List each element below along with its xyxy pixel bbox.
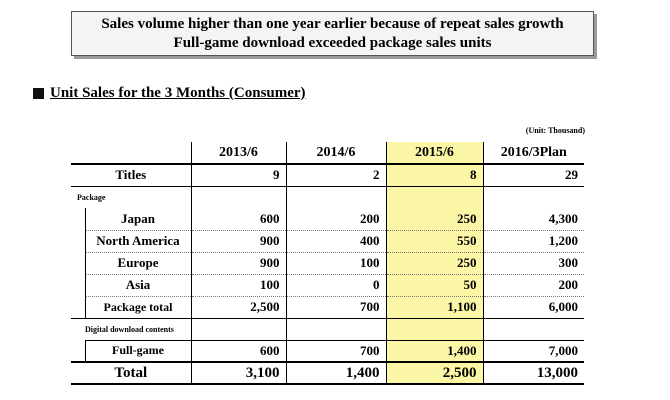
column-header: 2016/3Plan [482,142,584,165]
group-label-row-package: Package [71,185,584,208]
indent-cell [71,230,85,252]
cell-value-highlighted: 250 [385,252,483,275]
cell-value: 7,000 [482,339,584,362]
table-row-package-total: Package total 2,500 700 1,100 6,000 [71,296,584,318]
cell-value: 100 [190,274,286,297]
cell-value-highlighted: 8 [385,164,483,186]
cell-value: 29 [482,164,584,186]
indent-cell [71,296,85,318]
indent-cell [71,340,85,362]
cell-value: 600 [190,208,286,231]
group-label: Digital download contents [71,317,191,340]
spacer-cell [385,185,483,208]
cell-value: 200 [285,208,386,231]
indent-cell [71,252,85,274]
table-row: Europe 900 100 250 300 [71,252,584,275]
cell-value: 3,100 [190,361,286,385]
header-empty-cell [71,142,191,165]
cell-value: 200 [482,274,584,297]
row-label: Full-game [84,339,191,362]
unit-sales-table: 2013/6 2014/6 2015/6 2016/3Plan Titles 9… [71,142,584,385]
cell-value: 1,400 [285,361,386,385]
row-label: Titles [115,167,147,183]
cell-value-highlighted: 1,100 [385,296,483,318]
black-square-bullet-icon [33,87,44,99]
cell-value-highlighted: 1,400 [385,339,483,362]
column-header: 2013/6 [190,142,286,165]
spacer-cell [385,317,483,340]
cell-value-highlighted: 50 [385,274,483,297]
cell-value-highlighted: 2,500 [385,361,483,385]
cell-value: 6,000 [482,296,584,318]
section-title: Unit Sales for the 3 Months (Consumer) [33,84,306,102]
cell-value: 9 [190,164,286,186]
indent-cell [71,208,85,230]
cell-value: 700 [285,296,386,318]
table-header-row: 2013/6 2014/6 2015/6 2016/3Plan [71,142,584,165]
spacer-cell [285,185,386,208]
cell-value: 900 [190,252,286,275]
table-row: Asia 100 0 50 200 [71,274,584,297]
unit-note: (Unit: Thousand) [525,126,585,135]
column-header: 2014/6 [285,142,386,165]
row-label: North America [84,230,191,253]
spacer-cell [482,185,584,208]
indent-cell [71,274,85,296]
cell-value: 700 [285,339,386,362]
spacer-cell [190,317,286,340]
table-row-titles: Titles 9 2 8 29 [71,164,584,186]
cell-value: 13,000 [482,361,584,385]
group-label-row-digital: Digital download contents [71,317,584,340]
table-row: North America 900 400 550 1,200 [71,230,584,253]
table-row-full-game: Full-game 600 700 1,400 7,000 [71,339,584,362]
headline-box: Sales volume higher than one year earlie… [71,11,594,56]
cell-value: 300 [482,252,584,275]
cell-value: 600 [190,339,286,362]
table-row-total: Total 3,100 1,400 2,500 13,000 [71,361,584,385]
row-label: Total [71,361,191,385]
spacer-cell [482,317,584,340]
row-label: Europe [84,252,191,275]
cell-value-highlighted: 550 [385,230,483,253]
headline-line-2: Full-game download exceeded package sale… [173,35,492,51]
table-row: Japan 600 200 250 4,300 [71,208,584,231]
cell-value: 100 [285,252,386,275]
row-label: Japan [84,208,191,231]
group-label: Package [71,185,191,208]
row-label: Package total [84,296,191,318]
cell-value: 0 [285,274,386,297]
row-label: Asia [84,274,191,297]
cell-value: 4,300 [482,208,584,231]
spacer-cell [190,185,286,208]
cell-value-highlighted: 250 [385,208,483,231]
column-header-highlighted: 2015/6 [385,142,483,165]
spacer-cell [285,317,386,340]
cell-value: 900 [190,230,286,253]
cell-value: 2 [285,164,386,186]
headline-line-1: Sales volume higher than one year earlie… [101,16,564,32]
cell-value: 1,200 [482,230,584,253]
cell-value: 400 [285,230,386,253]
cell-value: 2,500 [190,296,286,318]
section-title-text: Unit Sales for the 3 Months (Consumer) [50,85,306,101]
